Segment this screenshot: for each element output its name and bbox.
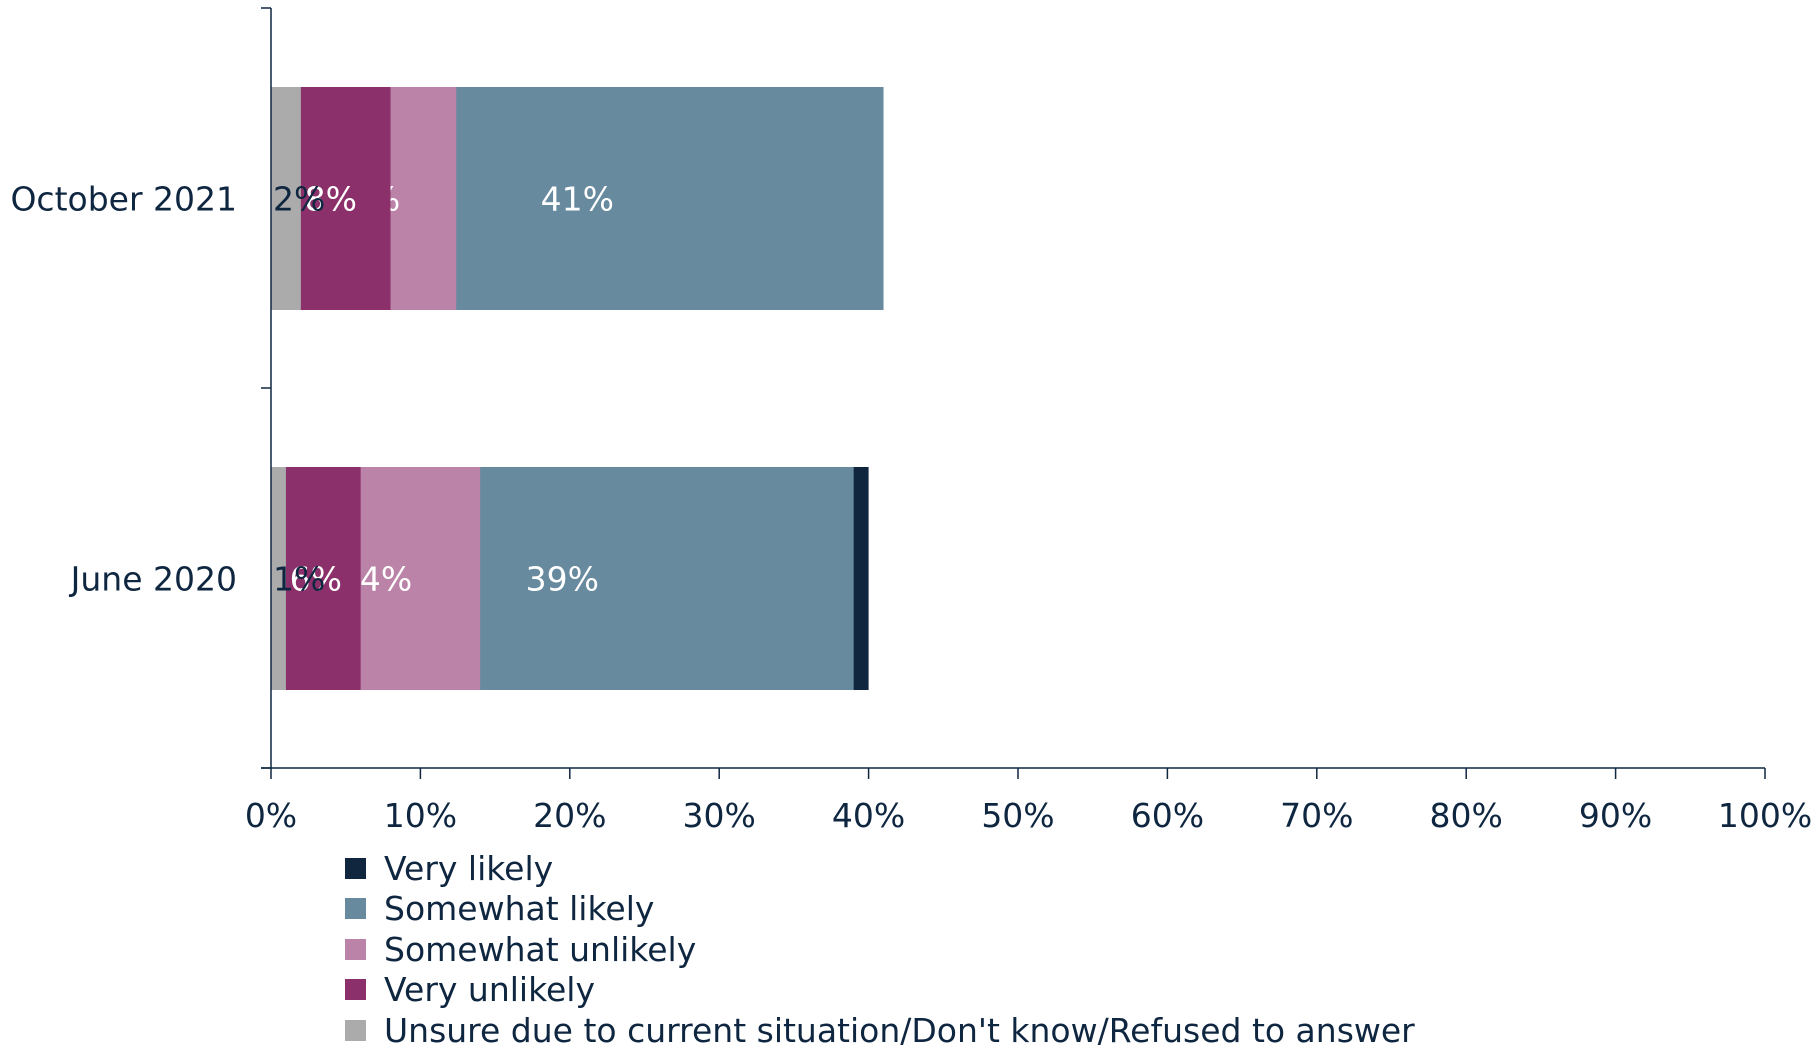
bar-segment-1-5 (271, 87, 301, 310)
bar-segment-2-5 (271, 467, 286, 690)
x-tick-label-3: 20% (533, 796, 606, 835)
x-tick-label-4: 30% (683, 796, 756, 835)
x-tick-label-8: 70% (1280, 796, 1353, 835)
data-label-1-5: 2% (273, 180, 325, 219)
data-label-1-4: 8% (305, 180, 357, 219)
x-tick-label-7: 60% (1131, 796, 1204, 835)
x-tick-label-1: 0% (245, 796, 297, 835)
legend-item-1: Very likely (345, 848, 1415, 889)
legend-swatch-1 (345, 857, 366, 879)
legend-swatch-2 (345, 898, 366, 920)
x-tick-label-9: 80% (1430, 796, 1503, 835)
data-label-2-2: 39% (526, 560, 599, 599)
legend-swatch-4 (345, 979, 366, 1001)
legend-label-1: Very likely (384, 848, 554, 888)
x-tick-label-11: 100% (1718, 796, 1812, 835)
legend-swatch-5 (345, 1019, 366, 1041)
legend-label-3: Somewhat unlikely (384, 929, 697, 969)
data-label-2-4: 6% (290, 560, 342, 599)
category-label-2: June 2020 (69, 560, 237, 599)
x-tick-label-6: 50% (981, 796, 1054, 835)
category-label-1: October 2021 (10, 180, 237, 219)
x-tick-label-2: 10% (384, 796, 457, 835)
legend-label-5: Unsure due to current situation/Don't kn… (384, 1010, 1415, 1050)
data-label-2-5: 1% (273, 560, 325, 599)
legend-swatch-3 (345, 938, 366, 960)
legend-item-2: Somewhat likely (345, 889, 1415, 930)
legend-label-4: Very unlikely (384, 970, 596, 1010)
legend-item-4: Very unlikely (345, 970, 1415, 1011)
x-tick-label-10: 90% (1579, 796, 1652, 835)
legend-item-5: Unsure due to current situation/Don't kn… (345, 1010, 1415, 1051)
legend-label-2: Somewhat likely (384, 889, 655, 929)
chart-legend: Very likely Somewhat likely Somewhat unlik… (345, 848, 1415, 1051)
data-label-1-2: 41% (541, 180, 614, 219)
legend-item-3: Somewhat unlikely (345, 929, 1415, 970)
x-tick-label-5: 40% (832, 796, 905, 835)
